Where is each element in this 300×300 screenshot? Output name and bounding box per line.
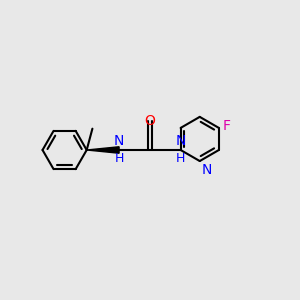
Text: F: F	[222, 119, 230, 134]
Text: H: H	[114, 152, 124, 165]
Polygon shape	[87, 147, 119, 153]
Text: N: N	[176, 134, 186, 148]
Text: N: N	[201, 163, 212, 176]
Text: H: H	[176, 152, 185, 165]
Text: O: O	[144, 114, 155, 128]
Text: N: N	[114, 134, 124, 148]
